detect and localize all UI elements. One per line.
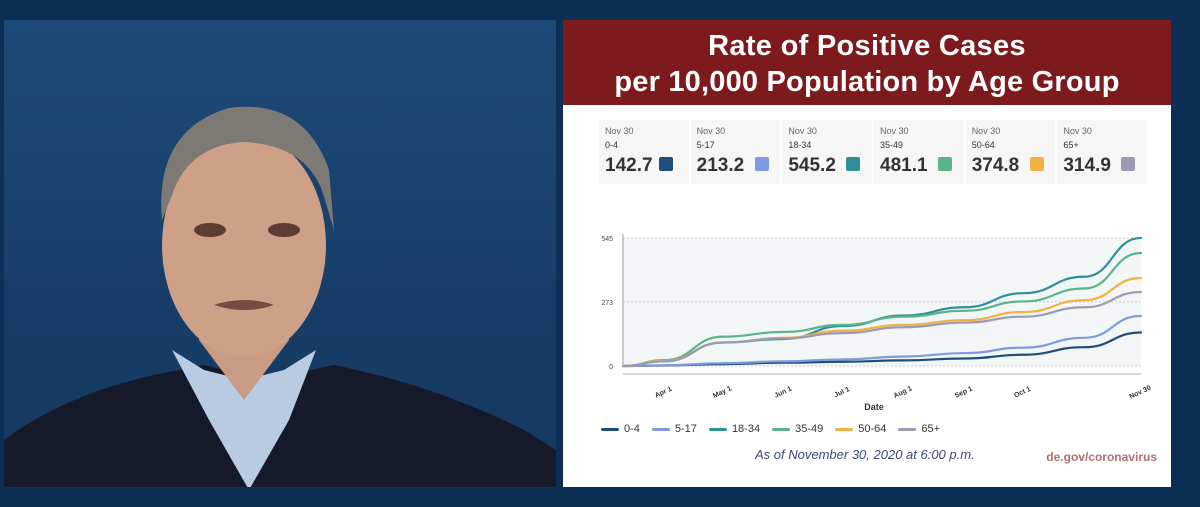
line-chart: 0 273 545 Apr 1 May 1 Jun 1 Jul 1 Aug 1 Sep 1 Oct… xyxy=(601,234,1152,410)
x-tick-label: Jun 1 xyxy=(773,386,793,400)
legend-swatch xyxy=(898,427,917,431)
x-tick-label: Aug 1 xyxy=(893,385,914,400)
legend-label: 18-34 xyxy=(731,423,761,435)
series-line-65+ xyxy=(621,290,1143,368)
x-tick-label: Apr 1 xyxy=(654,386,673,400)
tile-value: 374.8 xyxy=(971,155,1020,176)
tile-swatch xyxy=(659,157,673,171)
tile-group: 0-4 xyxy=(605,140,619,150)
legend-swatch xyxy=(772,427,791,431)
tile-date: Nov 30 xyxy=(1063,126,1092,136)
series-line-35-49 xyxy=(621,251,1143,368)
tile-value: 481.1 xyxy=(880,155,928,176)
tile-date: Nov 30 xyxy=(605,126,634,136)
x-tick-label: Sep 1 xyxy=(954,385,974,399)
y-tick-label: 545 xyxy=(601,236,613,243)
legend-item: 50-64 xyxy=(835,423,886,435)
tile-group: 18-34 xyxy=(788,140,812,150)
tile-swatch xyxy=(938,157,953,171)
x-axis-label: Date xyxy=(864,402,884,410)
slide-title: Rate of Positive Cases xyxy=(708,30,1026,62)
legend-swatch xyxy=(651,427,670,431)
tile-date: Nov 30 xyxy=(880,126,909,136)
speaker-video xyxy=(4,20,556,487)
legend-label: 35-49 xyxy=(795,423,824,435)
tile-date: Nov 30 xyxy=(788,126,817,136)
y-tick-label: 273 xyxy=(601,300,613,307)
shared-slide: Rate of Positive Cases per 10,000 Popula… xyxy=(563,20,1171,487)
slide-title-banner: Rate of Positive Cases per 10,000 Popula… xyxy=(563,20,1171,105)
x-tick-label: Jul 1 xyxy=(833,386,851,399)
legend-item: 18-34 xyxy=(708,423,761,435)
tile-swatch xyxy=(1121,157,1136,171)
x-tick-label: Oct 1 xyxy=(1013,386,1032,400)
tile-0-4: Nov 30 0-4 142.7 xyxy=(599,120,691,184)
tile-swatch xyxy=(1029,157,1044,171)
tile-group: 35-49 xyxy=(880,140,904,150)
tile-date: Nov 30 xyxy=(696,126,726,136)
legend-item: 65+ xyxy=(898,423,940,435)
as-of-note: As of November 30, 2020 at 6:00 p.m. xyxy=(755,447,975,462)
legend-swatch xyxy=(835,427,854,431)
tile-5-17: Nov 30 5-17 213.2 xyxy=(690,120,783,184)
legend-label: 50-64 xyxy=(858,423,887,435)
tile-swatch xyxy=(846,157,861,171)
slide-subtitle: per 10,000 Population by Age Group xyxy=(614,66,1120,98)
tile-value: 545.2 xyxy=(788,155,836,176)
legend-label: 5-17 xyxy=(674,423,697,435)
tile-value: 213.2 xyxy=(696,155,745,176)
tile-group: 50-64 xyxy=(971,140,995,150)
legend-label: 65+ xyxy=(921,423,941,435)
legend-swatch xyxy=(601,427,619,431)
legend-item: 0-4 xyxy=(601,423,640,435)
tile-35-49: Nov 30 35-49 481.1 xyxy=(874,120,966,184)
series-line-5-17 xyxy=(621,314,1143,368)
tile-18-34: Nov 30 18-34 545.2 xyxy=(782,120,875,184)
source-link[interactable]: de.gov/coronavirus xyxy=(1046,450,1157,464)
legend-item: 35-49 xyxy=(772,423,823,435)
legend-item: 5-17 xyxy=(651,423,697,435)
tile-value: 314.9 xyxy=(1063,155,1111,176)
summary-tiles: Nov 30 0-4 142.7 Nov 30 5-17 213.2 Nov 3… xyxy=(599,120,1148,184)
tile-group: 65+ xyxy=(1063,140,1079,150)
speaker-silhouette xyxy=(4,106,556,487)
tile-date: Nov 30 xyxy=(971,126,1001,136)
legend-label: 0-4 xyxy=(624,423,640,435)
chart-legend: 0-4 5-17 18-34 35-49 50-64 65+ xyxy=(601,423,952,435)
tile-group: 5-17 xyxy=(696,140,715,150)
tile-65-plus: Nov 30 65+ 314.9 xyxy=(1057,120,1148,184)
tile-value: 142.7 xyxy=(605,155,653,176)
x-tick-label: May 1 xyxy=(712,385,733,400)
legend-swatch xyxy=(708,427,727,431)
y-tick-label: 0 xyxy=(609,364,613,371)
x-tick-label: Nov 30 xyxy=(1128,385,1152,401)
tile-50-64: Nov 30 50-64 374.8 xyxy=(965,120,1058,184)
tile-swatch xyxy=(754,157,769,171)
